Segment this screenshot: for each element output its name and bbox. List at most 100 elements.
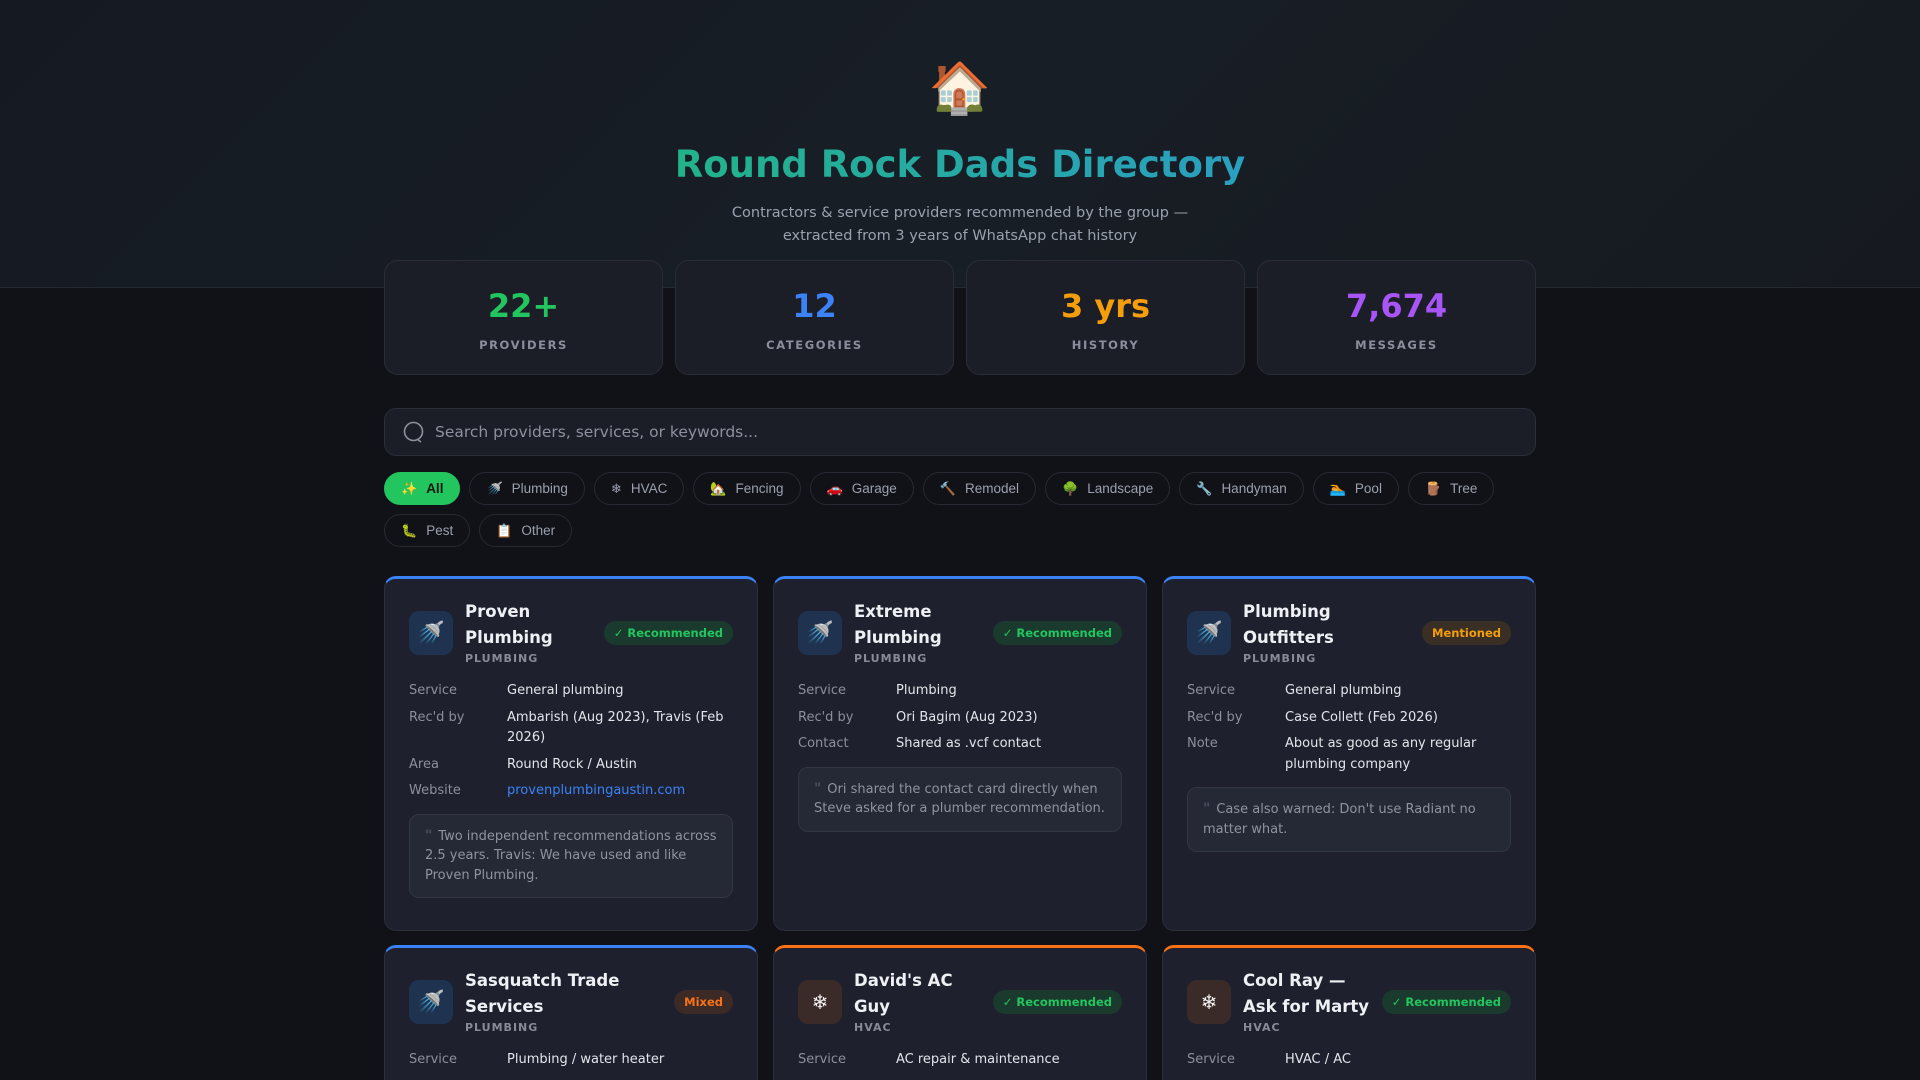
filter-garage[interactable]: 🚗 Garage <box>809 472 914 505</box>
filter-fencing[interactable]: 🏡 Fencing <box>693 472 801 505</box>
bug-icon: 🐛 <box>401 522 418 538</box>
detail-label: Area <box>409 756 439 772</box>
filter-label: Handyman <box>1221 481 1287 496</box>
filter-hvac[interactable]: ❄ HVAC <box>593 472 685 505</box>
detail-value: General plumbing <box>507 683 624 698</box>
provider-name: Cool Ray — Ask for Marty <box>1243 971 1370 1016</box>
shower-icon: 🚿 <box>486 480 503 496</box>
filter-label: Plumbing <box>511 481 568 496</box>
detail-label: Note <box>1187 736 1218 751</box>
stat-value: 22+ <box>487 287 560 325</box>
swimmer-icon: 🏊 <box>1329 480 1346 496</box>
status-badge: ✓ Recommended <box>603 621 733 645</box>
status-badge: ✓ Recommended <box>1381 990 1511 1014</box>
filter-label: Pool <box>1354 481 1382 496</box>
filter-plumbing[interactable]: 🚿 Plumbing <box>469 472 585 505</box>
detail-label: Rec'd by <box>409 709 465 725</box>
provider-card[interactable]: ❄ David's AC Guy HVAC ✓ Recommended Serv… <box>773 945 1147 1080</box>
detail-value: General plumbing <box>1285 683 1402 698</box>
provider-details: Service Plumbing / water heater <box>409 1050 733 1071</box>
stat-categories: 12 CATEGORIES <box>675 260 954 375</box>
provider-card[interactable]: ❄ Cool Ray — Ask for Marty HVAC ✓ Recomm… <box>1162 945 1536 1080</box>
filter-remodel[interactable]: 🔨 Remodel <box>922 472 1036 505</box>
provider-details: Service Plumbing Rec'd by Ori Bagim (Aug 2… <box>798 681 1122 755</box>
sparkles-icon: ✨ <box>401 480 418 496</box>
quote-icon: " <box>425 827 433 844</box>
hammer-icon: 🔨 <box>939 480 956 496</box>
page-container: 🏠 Round Rock Dads Directory Contractors … <box>384 0 1536 1080</box>
detail-value: Plumbing <box>896 683 957 698</box>
provider-name: Sasquatch Trade Services <box>465 971 620 1016</box>
snowflake-icon: ❄ <box>798 980 842 1024</box>
provider-name: Proven Plumbing <box>465 602 553 647</box>
provider-category: PLUMBING <box>854 652 928 665</box>
filter-other[interactable]: 📋 Other <box>479 514 573 547</box>
filter-handyman[interactable]: 🔧 Handyman <box>1179 472 1304 505</box>
quote-icon: " <box>814 780 822 797</box>
filter-pool[interactable]: 🏊 Pool <box>1312 472 1399 505</box>
clipboard-icon: 📋 <box>496 522 513 538</box>
provider-card[interactable]: 🚿 Proven Plumbing PLUMBING ✓ Recommended… <box>384 576 758 931</box>
tree-icon: 🌳 <box>1062 480 1079 496</box>
stat-history: 3 yrs HISTORY <box>966 260 1245 375</box>
provider-name: Extreme Plumbing <box>854 602 942 647</box>
provider-details: Service General plumbing Rec'd by Case Col… <box>1187 681 1511 775</box>
stat-messages: 7,674 MESSAGES <box>1257 260 1536 375</box>
stat-value: 7,674 <box>1345 287 1448 325</box>
provider-card[interactable]: 🚿 Extreme Plumbing PLUMBING ✓ Recommende… <box>773 576 1147 931</box>
detail-label: Rec'd by <box>1187 709 1243 725</box>
wrench-icon: 🔧 <box>1196 480 1213 496</box>
hero-background <box>0 0 1920 288</box>
hero-header: 🏠 Round Rock Dads Directory Contractors … <box>384 0 1536 248</box>
wood-log-icon: 🪵 <box>1424 480 1442 496</box>
detail-label: Service <box>798 683 847 698</box>
detail-value: AC repair & maintenance <box>896 1052 1060 1067</box>
detail-label: Service <box>1187 1052 1236 1067</box>
filter-pest[interactable]: 🐛 Pest <box>384 514 471 547</box>
stat-value: 12 <box>792 287 837 325</box>
detail-label: Service <box>1187 683 1236 698</box>
quote-icon: " <box>1203 801 1211 817</box>
status-badge: Mentioned <box>1422 621 1511 645</box>
status-badge: ✓ Recommended <box>992 621 1122 645</box>
provider-card[interactable]: 🚿 Plumbing Outfitters PLUMBING Mentioned… <box>1162 576 1536 931</box>
provider-category: PLUMBING <box>1243 652 1317 665</box>
search-icon <box>403 421 424 443</box>
detail-value: Ambarish (Aug 2023), Travis (Feb 2026) <box>507 709 724 746</box>
provider-category: HVAC <box>1243 1021 1281 1034</box>
filter-tree[interactable]: 🪵 Tree <box>1407 472 1495 505</box>
provider-details: Service HVAC / AC <box>1187 1050 1511 1071</box>
provider-quote: " Two independent recommendations across … <box>409 813 733 898</box>
shower-icon: 🚿 <box>409 980 453 1024</box>
detail-label: Contact <box>798 736 849 751</box>
filter-label: Garage <box>851 481 897 496</box>
provider-card[interactable]: 🚿 Sasquatch Trade Services PLUMBING Mixe… <box>384 945 758 1080</box>
detail-label: Website <box>409 783 461 798</box>
website-link[interactable]: provenplumbingaustin.com <box>507 783 686 798</box>
filter-all[interactable]: ✨ All <box>384 472 461 505</box>
snowflake-icon: ❄ <box>1187 980 1231 1024</box>
search-bar[interactable] <box>384 408 1536 456</box>
stat-label: HISTORY <box>1071 338 1140 352</box>
status-badge: Mixed <box>674 990 733 1014</box>
status-badge: ✓ Recommended <box>992 990 1122 1014</box>
detail-value: Ori Bagim (Aug 2023) <box>896 709 1038 725</box>
detail-value: HVAC / AC <box>1285 1052 1351 1067</box>
filter-label: Pest <box>426 523 454 538</box>
filter-label: Remodel <box>964 481 1019 496</box>
detail-value: Round Rock / Austin <box>507 756 637 772</box>
stat-providers: 22+ PROVIDERS <box>384 260 663 375</box>
subtitle-line-1: Contractors & service providers recommen… <box>731 205 1189 221</box>
category-filters: ✨ All 🚿 Plumbing ❄ HVAC 🏡 Fencing 🚗 Garage 🔨 R… <box>384 472 1536 547</box>
provider-grid: 🚿 Proven Plumbing PLUMBING ✓ Recommended… <box>384 576 1536 1080</box>
provider-category: PLUMBING <box>465 652 539 665</box>
search-input[interactable] <box>435 423 1535 441</box>
detail-value: Shared as .vcf contact <box>896 736 1042 751</box>
detail-value: Plumbing / water heater <box>507 1052 665 1067</box>
detail-label: Service <box>798 1052 847 1067</box>
filter-landscape[interactable]: 🌳 Landscape <box>1045 472 1171 505</box>
quote-text: Ori shared the contact card directly whe… <box>814 781 1105 817</box>
snowflake-icon: ❄ <box>610 480 622 496</box>
detail-label: Service <box>409 1052 458 1067</box>
shower-icon: 🚿 <box>1187 611 1231 655</box>
